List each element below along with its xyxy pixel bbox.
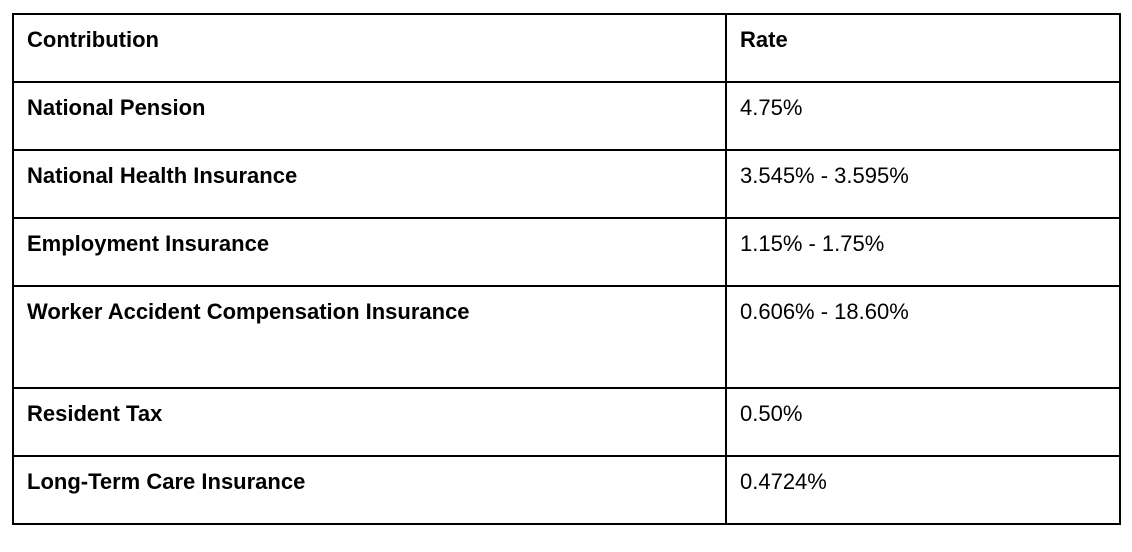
table-row: National Pension 4.75% bbox=[12, 81, 1121, 151]
contribution-cell: National Health Insurance bbox=[12, 149, 727, 219]
contribution-cell: Resident Tax bbox=[12, 387, 727, 457]
header-cell-contribution: Contribution bbox=[12, 13, 727, 83]
table-row: Worker Accident Compensation Insurance 0… bbox=[12, 285, 1121, 389]
rate-cell: 0.50% bbox=[725, 387, 1121, 457]
table-row: Long-Term Care Insurance 0.4724% bbox=[12, 455, 1121, 525]
table-row: Resident Tax 0.50% bbox=[12, 387, 1121, 457]
rate-cell: 0.4724% bbox=[725, 455, 1121, 525]
table-row: National Health Insurance 3.545% - 3.595… bbox=[12, 149, 1121, 219]
contribution-cell: National Pension bbox=[12, 81, 727, 151]
table-header-row: Contribution Rate bbox=[12, 13, 1121, 83]
contribution-cell: Long-Term Care Insurance bbox=[12, 455, 727, 525]
rate-cell: 4.75% bbox=[725, 81, 1121, 151]
contribution-rate-table: Contribution Rate National Pension 4.75%… bbox=[12, 13, 1121, 525]
rate-cell: 1.15% - 1.75% bbox=[725, 217, 1121, 287]
table-row: Employment Insurance 1.15% - 1.75% bbox=[12, 217, 1121, 287]
header-cell-rate: Rate bbox=[725, 13, 1121, 83]
rate-cell: 3.545% - 3.595% bbox=[725, 149, 1121, 219]
contribution-cell: Employment Insurance bbox=[12, 217, 727, 287]
rate-cell: 0.606% - 18.60% bbox=[725, 285, 1121, 389]
contribution-cell: Worker Accident Compensation Insurance bbox=[12, 285, 727, 389]
